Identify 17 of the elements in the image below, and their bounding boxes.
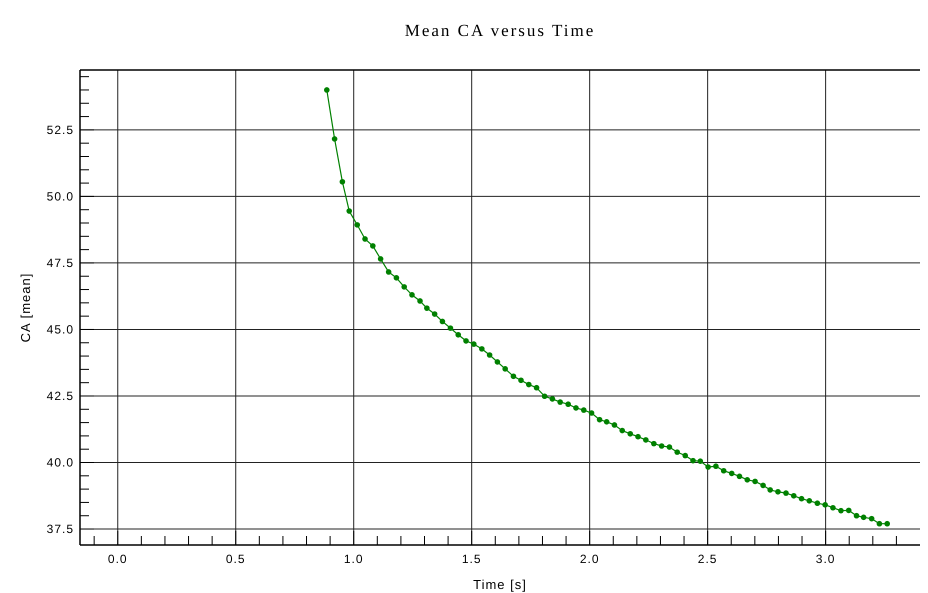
y-tick-label: 37.5 bbox=[46, 522, 74, 536]
x-tick-label: 0.0 bbox=[108, 552, 128, 566]
x-tick-label: 1.5 bbox=[462, 552, 482, 566]
x-tick-label: 2.0 bbox=[580, 552, 600, 566]
y-tick-label: 50.0 bbox=[46, 189, 74, 204]
y-tick-label: 52.5 bbox=[46, 122, 74, 137]
x-tick-label: 2.5 bbox=[698, 552, 718, 566]
y-tick-label: 42.5 bbox=[46, 388, 74, 403]
x-tick-label: 1.0 bbox=[344, 552, 364, 566]
y-axis-title: CA [mean] bbox=[18, 272, 33, 342]
y-tick-label: 45.0 bbox=[46, 322, 74, 336]
x-tick-label: 0.5 bbox=[226, 552, 246, 566]
y-tick-label: 40.0 bbox=[46, 456, 74, 470]
x-axis-title: Time [s] bbox=[473, 577, 527, 592]
x-tick-label: 3.0 bbox=[816, 552, 836, 566]
chart-title: Mean CA versus Time bbox=[404, 21, 596, 40]
y-tick-label: 47.5 bbox=[46, 256, 74, 270]
